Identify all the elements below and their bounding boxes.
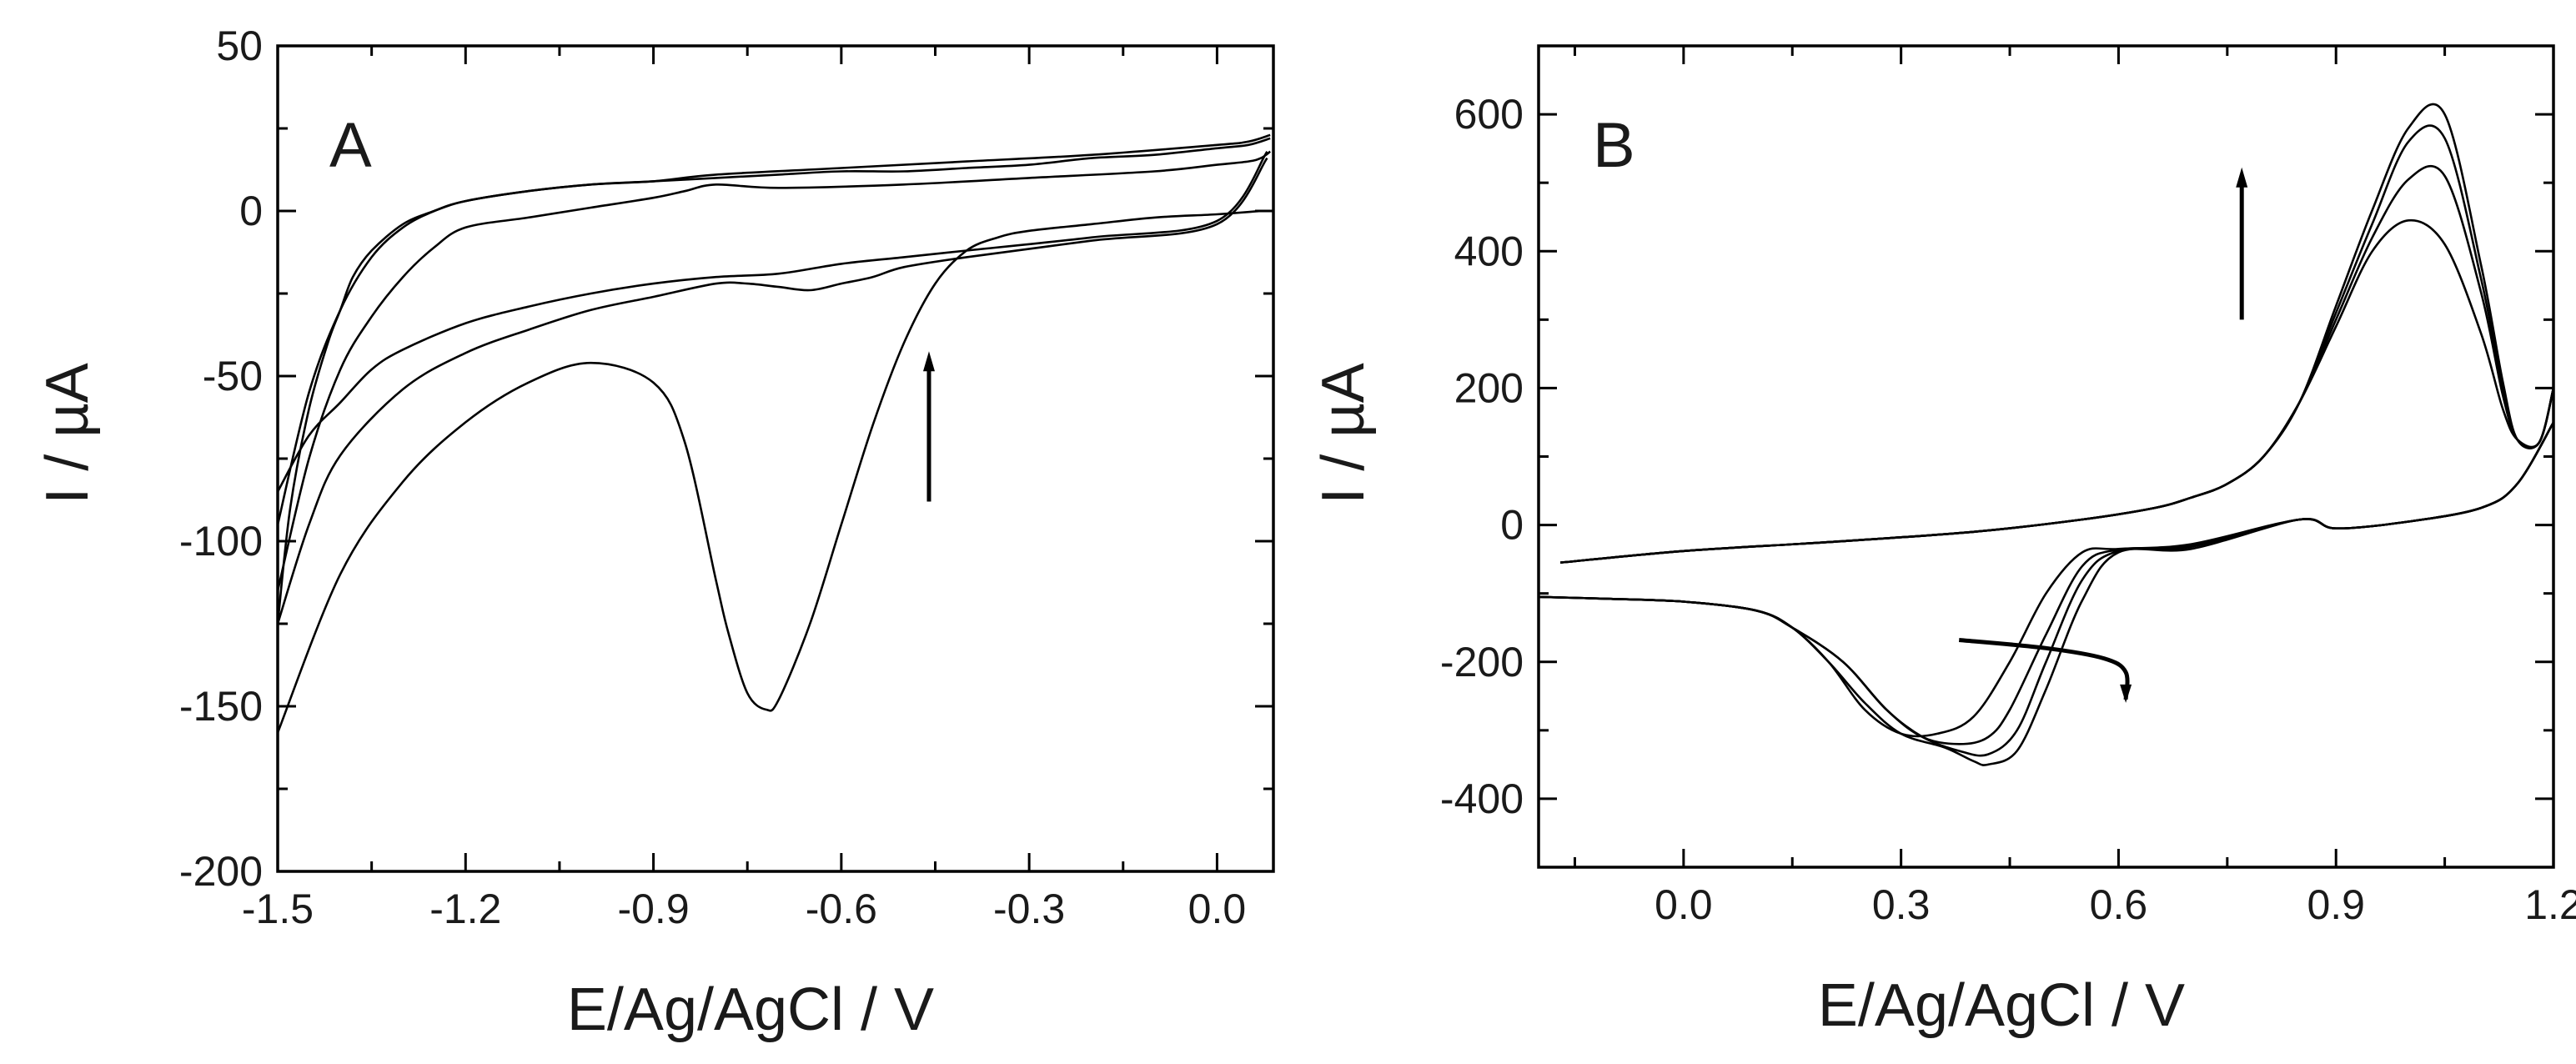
panel-a-x-tick-label: -1.5 [242,886,314,932]
panel-a-letter: A [329,110,372,181]
panel-b-curved-arrow [1958,638,2130,700]
panel-a-plot-frame [276,44,1275,873]
panel-b-letter: B [1593,110,1635,181]
panel-b-y-tick-label: 400 [1454,228,1524,274]
panel-a-arrow-head [922,351,935,372]
panel-a-y-tick-label: -150 [179,683,263,730]
panel-b-series-line [1559,164,2553,564]
panel-a-series-line [278,133,1271,625]
panel-b-x-tick-label: 0.9 [2307,881,2365,928]
panel-a-x-tick-label: -0.3 [993,886,1065,932]
panel-b-series-line [1559,124,2553,564]
panel-a-y-tick-label: -200 [179,848,263,895]
panel-a-series-line [278,150,1271,591]
panel-a-x-tick-label: -0.9 [617,886,689,932]
panel-a-y-axis-title: I / µA [34,363,101,504]
panel-a-x-axis-title: E/Ag/AgCl / V [567,976,934,1043]
panel-b-series-line [1559,218,2553,564]
panel-b-y-tick-label: 600 [1454,91,1524,138]
panel-a-x-tick-label: -1.2 [429,886,501,932]
panel-a: -1.5 -1.2 -0.9 -0.6 -0.3 0.0 50 0 -50 -100 -150 -20… [179,23,1275,932]
panel-a-y-tick-label: -50 [203,353,263,399]
panel-a-y-tick-label: -100 [179,518,263,565]
panel-b-x-tick-label: 0.0 [1655,881,1713,928]
panel-b-curved-arrow-head [2120,684,2132,703]
panel-a-series-line [278,137,1271,525]
panel-a-series-line [278,209,1262,734]
panel-b-series-line [1559,103,2553,564]
panel-b-plot-frame [1537,44,2555,869]
panel-b-y-tick-label: 200 [1454,364,1524,411]
panel-b-series-line [1539,421,2553,766]
panel-a-x-tick-label: -0.6 [806,886,877,932]
panel-b-x-tick-label: 0.6 [2090,881,2148,928]
panel-a-y-tick-label: 0 [239,188,263,234]
panel-a-series-line [278,150,1268,493]
panel-b-y-tick-label: -400 [1440,775,1524,822]
panel-b-y-tick-label: -200 [1440,639,1524,685]
panel-a-x-tick-label: 0.0 [1188,886,1247,932]
panel-b-curves [1539,103,2553,766]
panel-a-series-line [278,157,1268,625]
panel-b-arrow-head [2236,167,2248,188]
panel-a-curves [278,133,1271,734]
panel-b: 0.0 0.3 0.6 0.9 1.2 600 400 200 0 -200 -400 [1440,44,2576,928]
panel-b-x-tick-label: 0.3 [1872,881,1931,928]
panel-a-y-tick-label: 50 [216,23,263,69]
panel-b-y-axis-title: I / µA [1310,363,1377,504]
panel-b-series-line [1539,421,2553,757]
panel-b-x-tick-label: 1.2 [2524,881,2576,928]
panel-b-series-line [1539,421,2553,745]
panel-b-y-tick-label: 0 [1500,502,1524,549]
panel-b-x-axis-title: E/Ag/AgCl / V [1818,972,2185,1039]
